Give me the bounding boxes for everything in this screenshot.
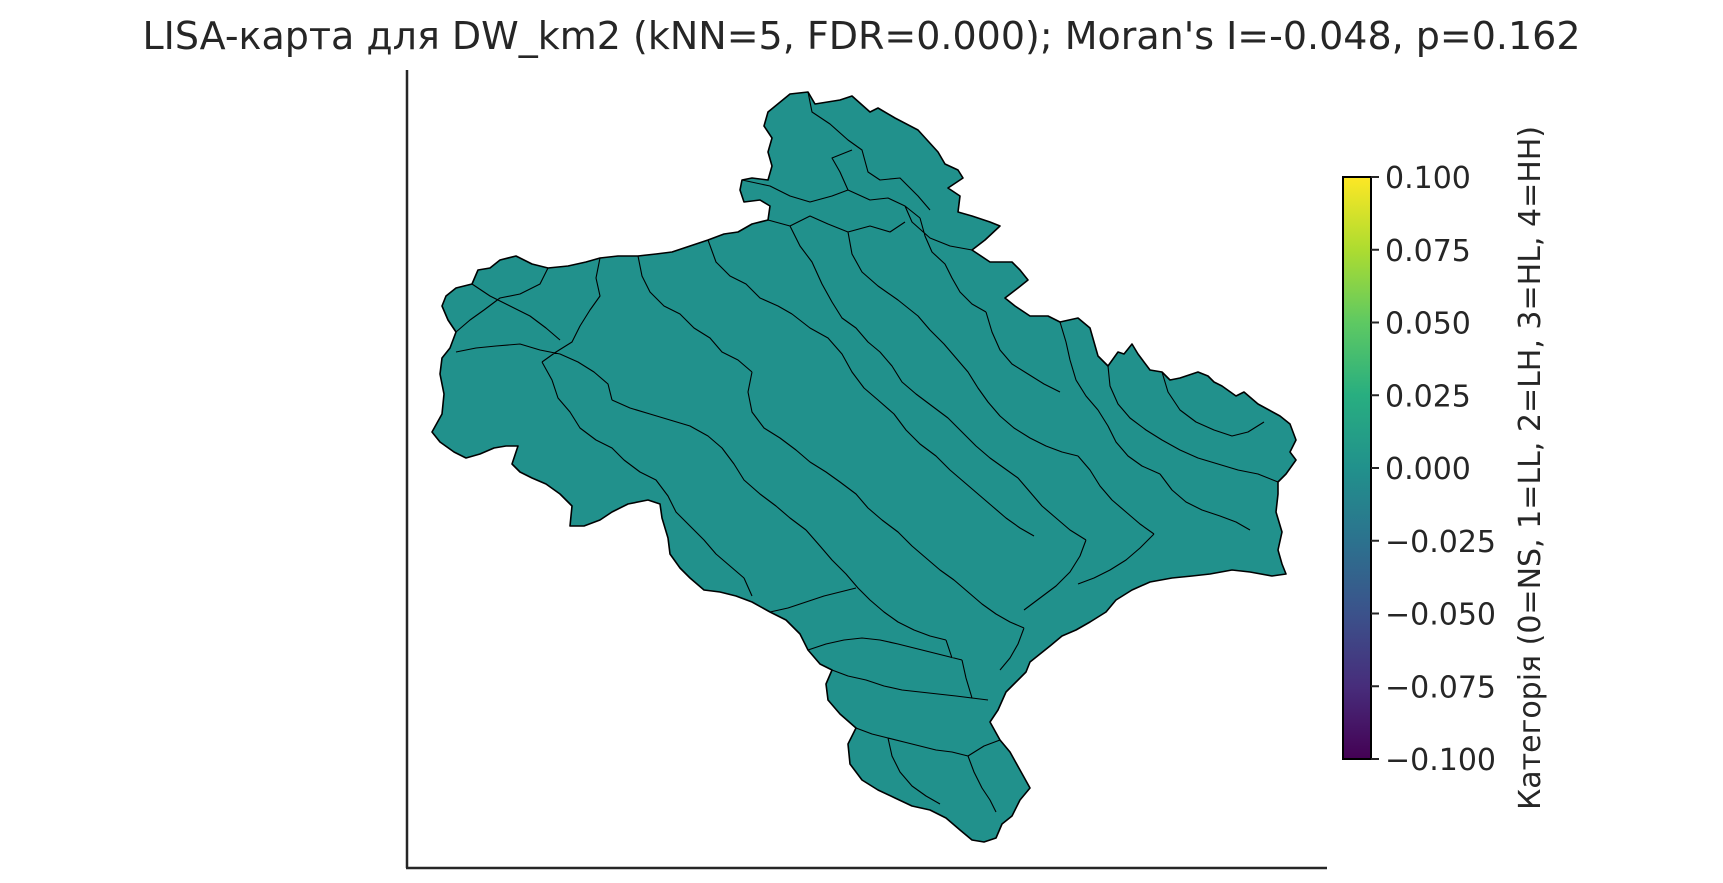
colorbar-ticks: 0.100 0.075 0.050 0.025 0.000 −0.025 −0.050 −0.… (1371, 161, 1496, 778)
region-outline (431, 91, 1297, 843)
colorbar-label: Категорія (0=NS, 1=LL, 2=LH, 3=HL, 4=HH) (1513, 126, 1548, 810)
colorbar-tick-label: −0.100 (1385, 743, 1496, 778)
colorbar-tick-label: −0.050 (1385, 598, 1496, 633)
colorbar-tick-label: −0.075 (1385, 670, 1496, 705)
district-boundaries (455, 91, 1279, 813)
map-title: LISA-карта для DW_km2 (kNN=5, FDR=0.000)… (142, 14, 1581, 58)
colorbar-tick-label: 0.075 (1385, 234, 1471, 269)
region-polygons (431, 91, 1297, 843)
colorbar-tick-label: 0.025 (1385, 379, 1471, 414)
colorbar-tick-label: 0.000 (1385, 452, 1471, 487)
colorbar-tick-label: 0.100 (1385, 161, 1471, 196)
colorbar-tick-label: 0.050 (1385, 307, 1471, 342)
colorbar: 0.100 0.075 0.050 0.025 0.000 −0.025 −0.050 −0.… (1342, 126, 1548, 810)
colorbar-gradient (1342, 176, 1372, 760)
colorbar-tick-label: −0.025 (1385, 525, 1496, 560)
